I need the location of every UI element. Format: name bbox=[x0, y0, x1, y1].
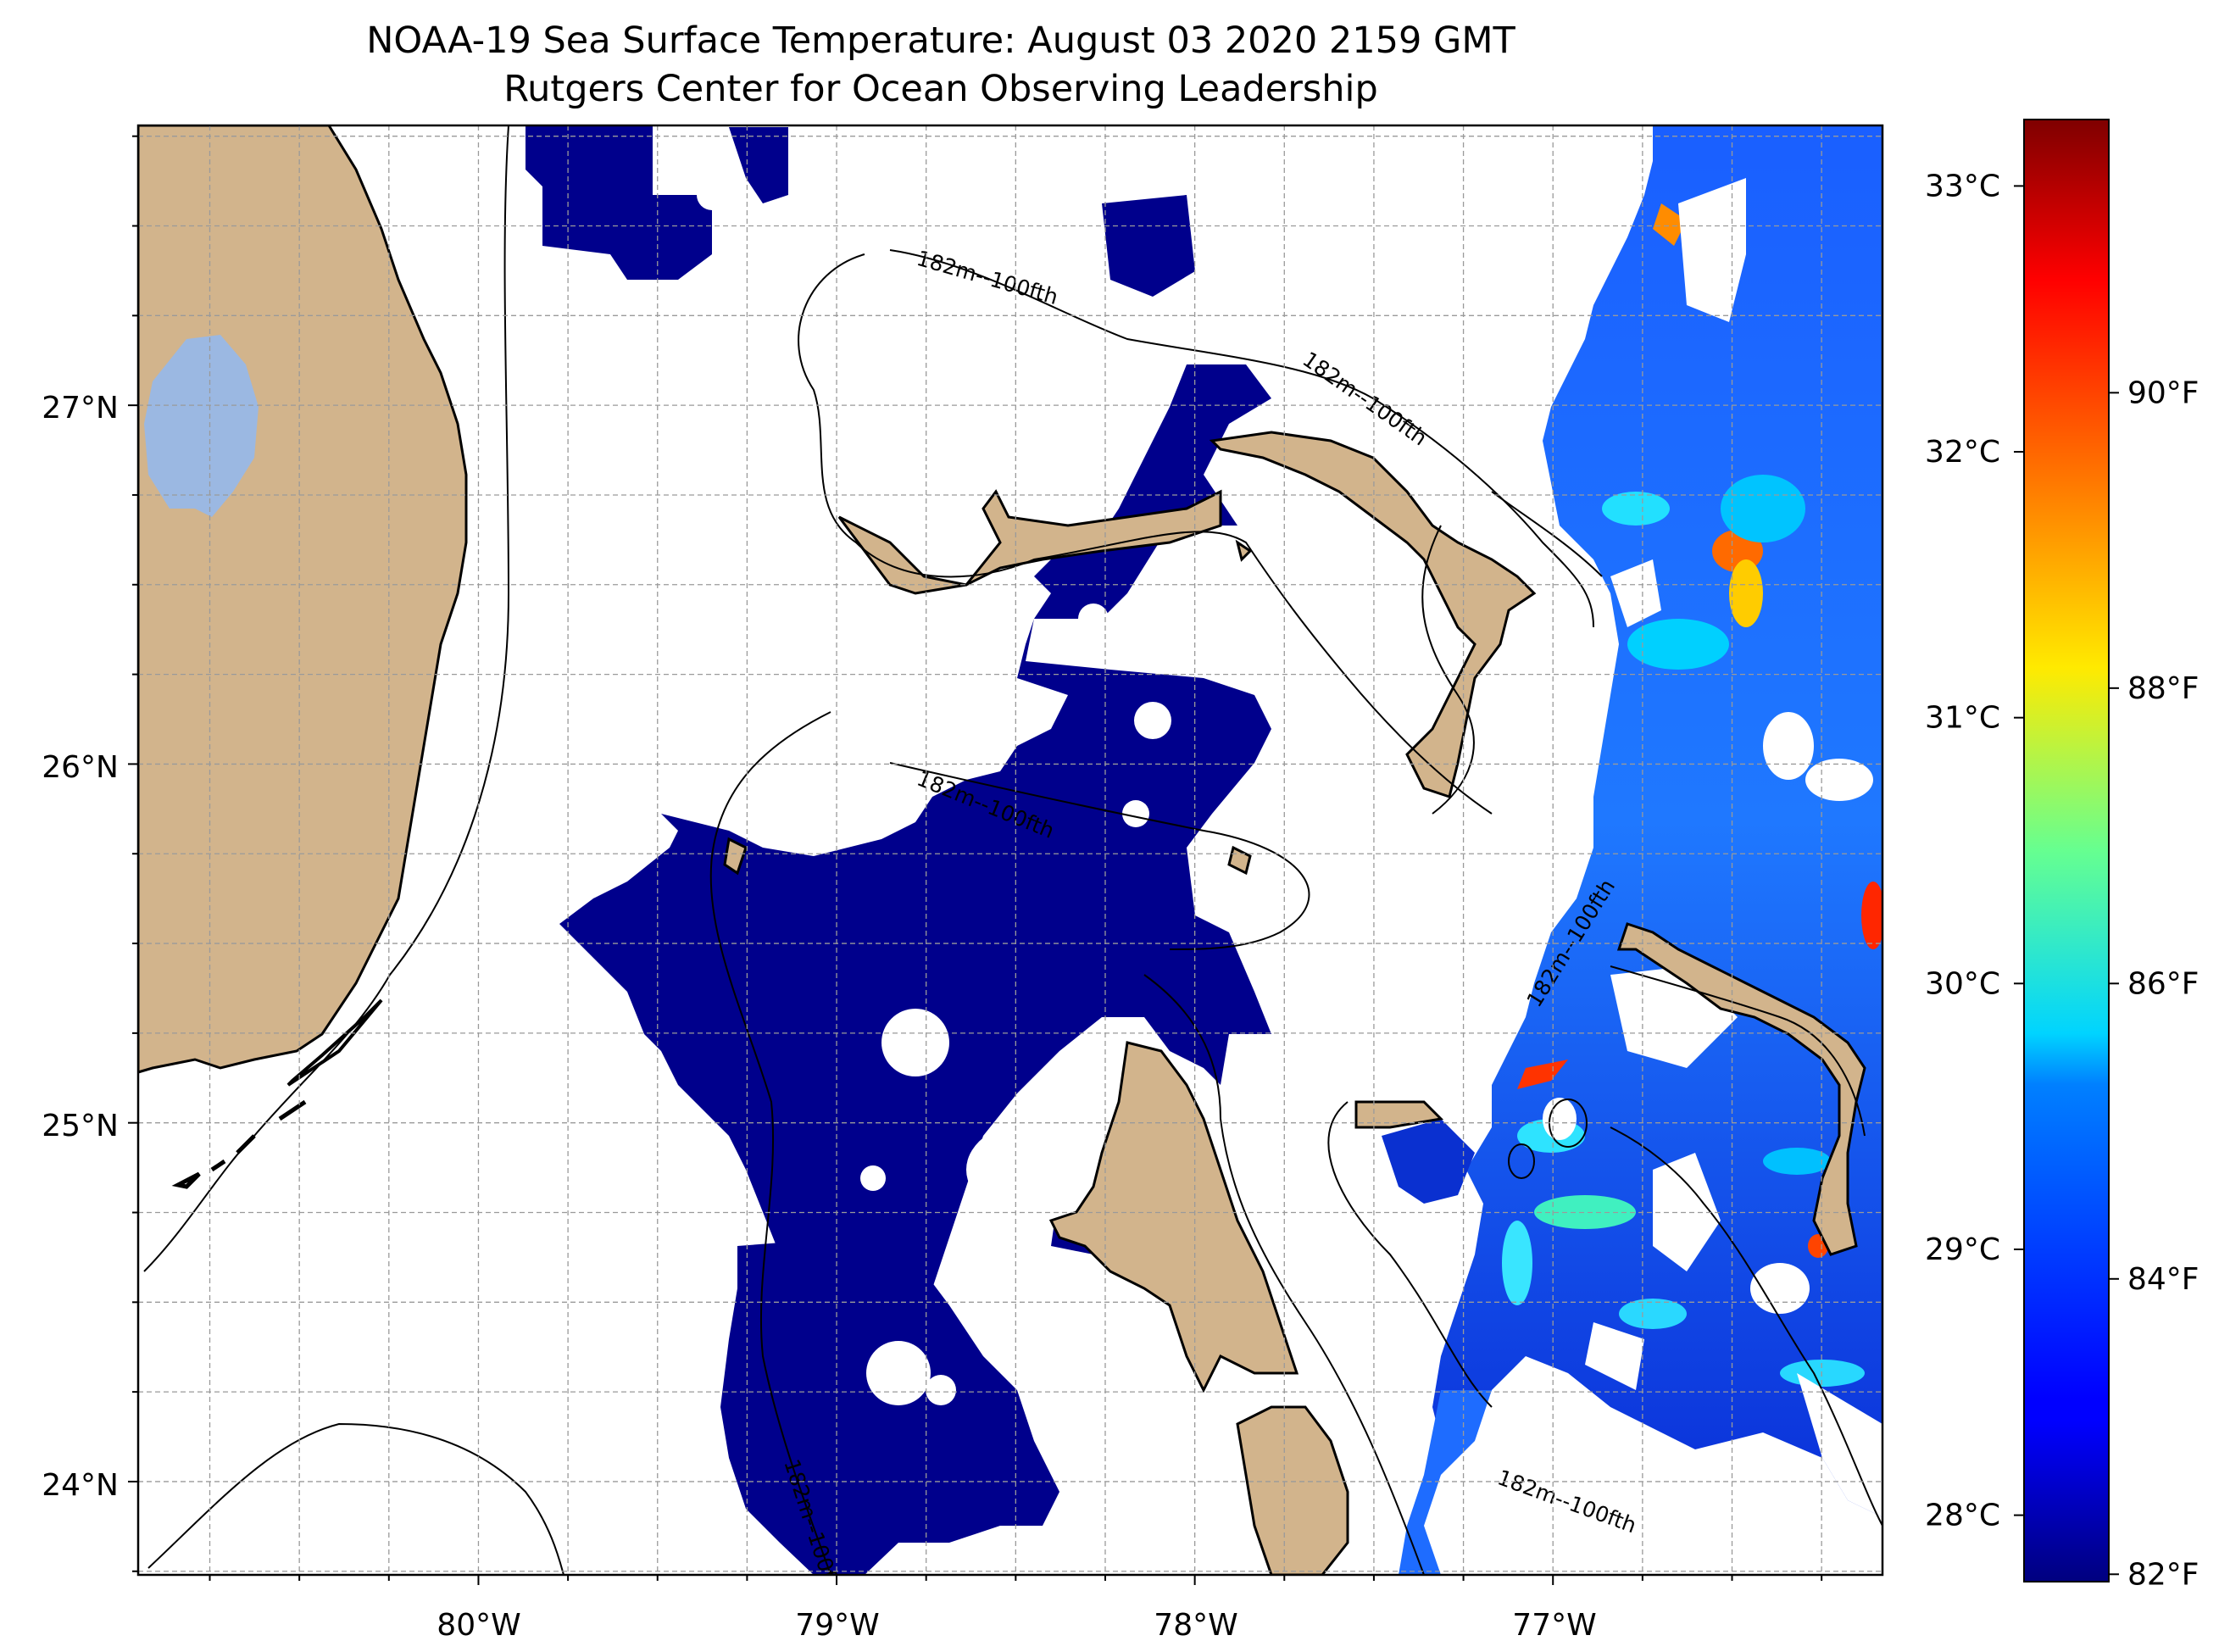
colorbar-fahrenheit-label: 84°F bbox=[2127, 1262, 2199, 1297]
lat-tick-label-26n: 26°N bbox=[42, 750, 119, 785]
lake-okeechobee bbox=[144, 335, 259, 517]
lat-tick-label-24n: 24°N bbox=[42, 1468, 119, 1503]
map-frame bbox=[136, 124, 1884, 1577]
colorbar-fahrenheit-label: 86°F bbox=[2127, 966, 2199, 1001]
colorbar-celsius-label: 28°C bbox=[1925, 1499, 2000, 1533]
lon-tick-label-78w: 78°W bbox=[1154, 1608, 1237, 1643]
sst-cold-patches bbox=[526, 125, 1271, 1575]
map-subtitle: Rutgers Center for Ocean Observing Leade… bbox=[503, 68, 1378, 110]
lat-tick-label-25n: 25°N bbox=[42, 1109, 119, 1143]
colorbar-celsius-label: 30°C bbox=[1925, 966, 2000, 1001]
colorbar-celsius-label: 31°C bbox=[1925, 701, 2000, 736]
lon-tick-label-77w: 77°W bbox=[1512, 1608, 1596, 1643]
cloud-gaps bbox=[697, 180, 1171, 1405]
colorbar-fahrenheit-label: 90°F bbox=[2127, 375, 2199, 410]
map-gridlines bbox=[138, 125, 1882, 1575]
colorbar-celsius-label: 32°C bbox=[1925, 435, 2000, 470]
sst-colorbar: 28°C 29°C 30°C 31°C 32°C 33°C 82°F 84°F 86°F 88°F… bbox=[1925, 119, 2199, 1592]
lat-tick-label-27n: 27°N bbox=[42, 391, 119, 426]
map-title: NOAA-19 Sea Surface Temperature: August … bbox=[366, 19, 1515, 62]
colorbar-celsius-label: 33°C bbox=[1925, 169, 2000, 203]
map-panel: 182m--100fth 182m--100fth 182m--100fth 1… bbox=[138, 125, 1882, 1575]
bahamas-islands bbox=[723, 431, 1866, 1575]
lon-tick-label-80w: 80°W bbox=[437, 1608, 520, 1643]
florida-landmass bbox=[138, 125, 468, 1189]
sst-warm-region bbox=[1382, 125, 1882, 1575]
lon-tick-label-79w: 79°W bbox=[795, 1608, 879, 1643]
colorbar-ticks: 28°C 29°C 30°C 31°C 32°C 33°C 82°F 84°F 86°F 88°F… bbox=[1925, 169, 2199, 1592]
colorbar-gradient bbox=[2023, 119, 2110, 1582]
colorbar-fahrenheit-label: 82°F bbox=[2127, 1557, 2199, 1592]
colorbar-fahrenheit-label: 88°F bbox=[2127, 671, 2199, 706]
map-axis-ticks: 80°W 79°W 78°W 77°W 27°N 26°N 25°N 24°N bbox=[42, 135, 1823, 1643]
colorbar-celsius-label: 29°C bbox=[1925, 1232, 2000, 1267]
bathymetry-contours bbox=[143, 125, 1882, 1575]
